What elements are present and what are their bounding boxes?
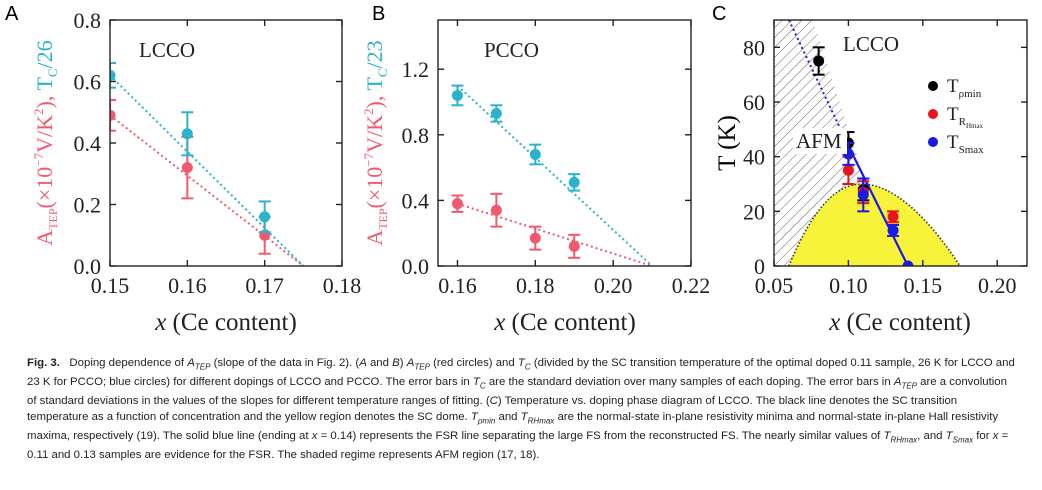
legend-item: TRHmax [928,104,984,130]
panel-1-data-point [568,176,580,188]
panel-1-ytick-label: 0.4 [402,188,430,213]
fsr-line [847,145,909,266]
panel-2-ytick-label: 80 [743,35,765,60]
legend-marker [928,137,938,147]
sc-dome [788,184,960,266]
legend-label: TSmax [947,132,984,156]
caption-body: Doping dependence of ATEP (slope of the … [27,357,1015,462]
panel-0-ytick-label: 0.6 [74,70,102,95]
panel-c-data-point [902,260,914,266]
panel-1-xtick-label: 0.18 [516,273,555,298]
panel-c-letter: C [712,3,726,25]
panel-1-data-point [568,240,580,252]
legend-marker [928,81,938,91]
legend-marker [928,109,938,119]
panel-0-xtick-label: 0.18 [323,273,362,298]
panel-1-ytick-label: 0.0 [402,254,430,279]
panel-0-data-point [110,109,116,121]
panel-2-ytick-label: 0 [754,254,765,279]
panel-c-data-point [857,189,869,201]
panel-c-xlabel: x (Ce content) [828,309,971,336]
panel-0-xtick-label: 0.17 [245,273,284,298]
afm-region-label: AFM [796,129,842,153]
panel-c-data-point [887,224,899,236]
panel-0-data-point [110,69,116,81]
panel-2-xtick-label: 0.10 [829,273,868,298]
panel-b-axes: 0.16 0.18 0.20 0.22 0.0 0.4 0.8 1.2 [402,20,711,298]
panel-0-data-point [181,162,193,174]
panel-2-ytick-label: 20 [743,199,765,224]
panel-c: C 0.05 0.10 0.15 0.20 0 20 40 60 80 LCCO AFM Tρm… [712,3,1028,336]
panel-1-series-tc23 [451,84,653,266]
panel-b: B 0.16 0.18 0.20 0.22 0.0 0.4 0.8 1.2 PCCO x (C… [361,3,710,336]
legend-item: TSmax [928,132,984,156]
panel-1-data-point [490,107,502,119]
panel-a-ylabel: ATEP(×10−7V/K2), TC/26 [31,40,60,245]
panel-1-data-point [529,232,541,244]
panel-0-fit-line [110,114,304,266]
panel-1-series-atep [451,192,653,266]
panel-0-data-point [259,211,271,223]
panel-0-data-point [181,128,193,140]
panel-2-ytick-label: 40 [743,145,765,170]
panel-b-frame [437,19,692,267]
fsr-extension-dotted-line [787,20,850,147]
panel-b-plot-area [451,84,653,266]
panel-1-data-point [451,89,463,101]
panel-0-xtick-label: 0.16 [168,273,207,298]
panel-1-xtick-label: 0.22 [672,273,711,298]
panel-c-data-point [842,164,854,176]
afm-label-background [793,128,847,154]
sc-transition-line [788,183,961,266]
panel-1-data-point [490,204,502,216]
legend-item: Tρmin [928,76,982,100]
panel-0-ytick-label: 0.2 [74,193,102,218]
panel-a-plot-area [110,62,305,266]
afm-label-box: AFM [793,128,847,154]
panel-1-xtick-label: 0.20 [594,273,633,298]
panel-c-series-tsmax [842,142,914,266]
panel-1-xtick-label: 0.16 [438,273,477,298]
legend-label: Tρmin [947,76,982,100]
caption-fig-label: Fig. 3. [27,357,60,369]
panel-c-ylabel: T (K) [714,115,741,171]
panel-0-series-atep [110,98,304,266]
panel-2-xtick-label: 0.05 [755,273,794,298]
panel-2-xtick-label: 0.15 [904,273,943,298]
panel-1-fit-line [456,84,653,266]
figure: A 0.15 0.16 0.17 0.18 0.0 0.2 0.4 0.6 0.8 LCCO x… [5,3,1028,336]
figure-caption: Fig. 3. Doping dependence of ATEP (slope… [27,356,1017,464]
panel-c-frame [773,19,1028,267]
panel-a-tag: LCCO [139,38,195,62]
panel-1-fit-line [457,202,653,266]
panel-0-series-tc26 [110,62,305,266]
panel-b-tag: PCCO [484,38,539,62]
panel-1-ytick-label: 0.8 [402,123,430,148]
panel-a-axes: 0.15 0.16 0.17 0.18 0.0 0.2 0.4 0.6 0.8 [74,8,362,298]
panel-1-ytick-label: 1.2 [402,57,430,82]
panel-0-xtick-label: 0.15 [91,273,130,298]
panel-a: A 0.15 0.16 0.17 0.18 0.0 0.2 0.4 0.6 0.8 LCCO x… [5,3,361,336]
panel-a-xlabel: x (Ce content) [154,309,297,336]
panel-a-letter: A [5,3,19,25]
panel-2-xtick-label: 0.20 [978,273,1017,298]
panel-0-fit-line [110,74,305,266]
panel-b-letter: B [372,3,385,25]
panel-0-ytick-label: 0.4 [74,131,102,156]
panel-b-xlabel: x (Ce content) [493,309,636,336]
panel-c-data-point [887,211,899,223]
panel-1-data-point [529,148,541,160]
legend-label: TRHmax [947,104,984,130]
panel-c-data-point [813,55,825,67]
panel-c-tag: LCCO [843,32,899,56]
panel-c-axes: 0.05 0.10 0.15 0.20 0 20 40 60 80 [743,20,1027,298]
panel-1-data-point [451,198,463,210]
panel-b-ylabel: ATEP(×10−7V/K2), TC/23 [361,40,390,245]
panel-0-ytick-label: 0.0 [74,254,102,279]
panel-0-ytick-label: 0.8 [74,8,102,33]
panel-2-ytick-label: 60 [743,90,765,115]
